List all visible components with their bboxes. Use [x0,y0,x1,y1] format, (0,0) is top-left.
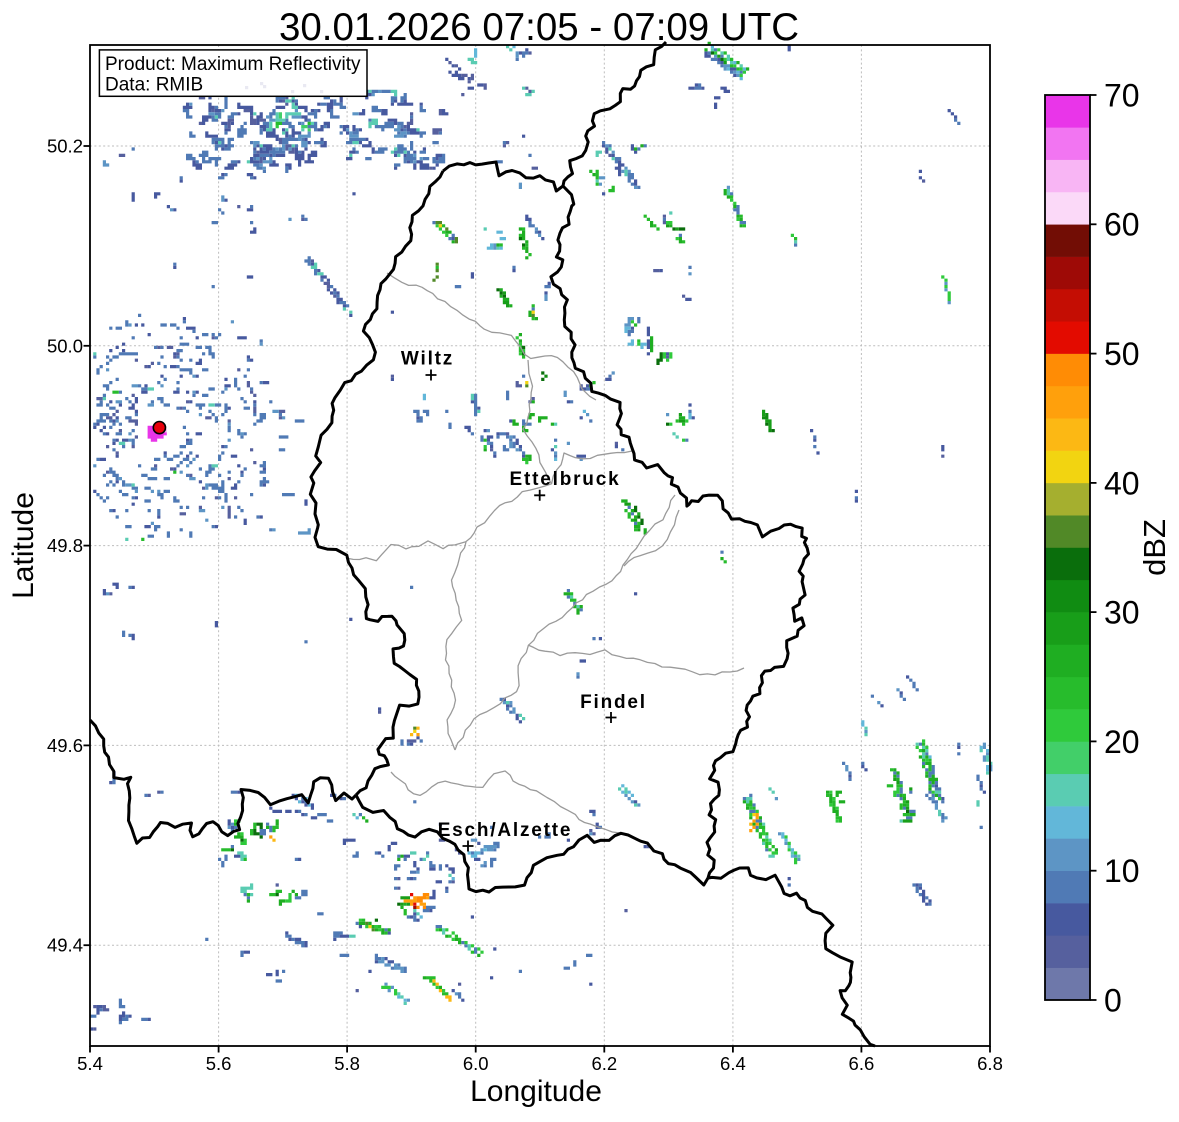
svg-text:6.4: 6.4 [720,1053,746,1074]
svg-text:Esch/Alzette: Esch/Alzette [438,820,573,841]
svg-text:5.4: 5.4 [77,1053,103,1074]
svg-text:49.4: 49.4 [47,935,83,956]
svg-text:Latitude: Latitude [7,492,40,599]
svg-text:dBZ: dBZ [1137,519,1172,576]
svg-text:40: 40 [1104,465,1140,501]
svg-text:49.8: 49.8 [47,535,83,556]
svg-text:70: 70 [1104,77,1140,113]
svg-text:5.6: 5.6 [206,1053,232,1074]
svg-text:0: 0 [1104,982,1122,1018]
svg-text:49.6: 49.6 [47,735,83,756]
svg-text:Wiltz: Wiltz [401,349,454,370]
svg-text:30.01.2026 07:05 - 07:09 UTC: 30.01.2026 07:05 - 07:09 UTC [279,6,799,49]
svg-text:6.0: 6.0 [463,1053,489,1074]
svg-text:Longitude: Longitude [470,1075,602,1108]
svg-text:50: 50 [1104,336,1140,372]
svg-text:10: 10 [1104,853,1140,889]
svg-text:6.8: 6.8 [977,1053,1003,1074]
svg-text:50.0: 50.0 [47,335,83,356]
svg-text:6.6: 6.6 [849,1053,875,1074]
svg-text:30: 30 [1104,595,1140,631]
svg-text:Product: Maximum Reflectivity: Product: Maximum Reflectivity [105,54,361,75]
svg-text:5.8: 5.8 [334,1053,360,1074]
svg-text:50.2: 50.2 [47,136,83,157]
svg-text:Findel: Findel [580,692,647,713]
svg-text:6.2: 6.2 [591,1053,617,1074]
svg-text:20: 20 [1104,724,1140,760]
svg-text:60: 60 [1104,207,1140,243]
svg-text:Ettelbruck: Ettelbruck [510,469,621,490]
svg-text:Data: RMIB: Data: RMIB [105,74,203,95]
